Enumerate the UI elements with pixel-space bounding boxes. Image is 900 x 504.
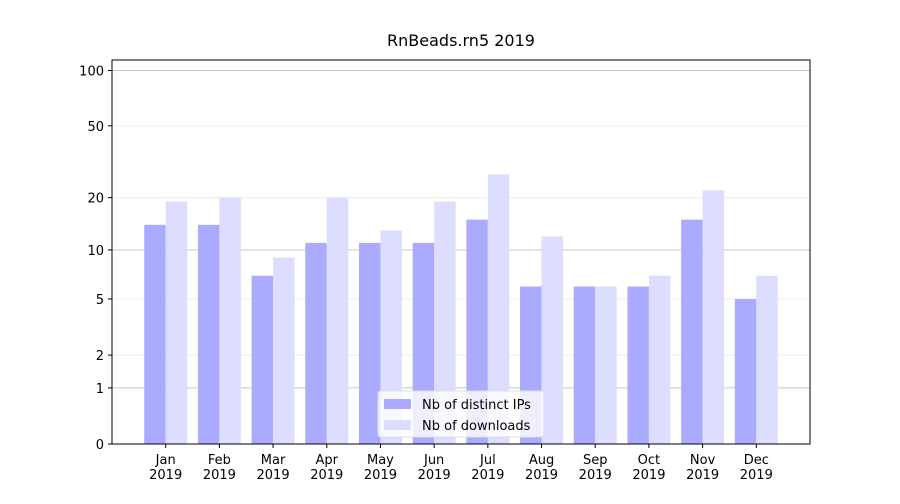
bar — [595, 286, 617, 444]
bar — [165, 201, 188, 444]
bar — [305, 242, 327, 444]
y-tick-label: 2 — [96, 349, 104, 364]
bar — [273, 257, 295, 444]
x-tick-label: Dec 2019 — [739, 453, 773, 483]
bar — [358, 242, 381, 444]
bar — [702, 190, 725, 444]
legend-swatch — [384, 399, 411, 409]
bar — [219, 197, 241, 444]
y-tick-label: 50 — [87, 120, 104, 135]
legend-box — [377, 390, 545, 438]
bar — [144, 224, 166, 444]
bar — [541, 236, 564, 444]
plot-frame — [111, 59, 811, 445]
x-tick-label: Oct 2019 — [632, 453, 666, 483]
y-tick-label: 20 — [87, 192, 104, 207]
bar — [197, 224, 220, 444]
y-tick-label: 0 — [96, 438, 104, 453]
legend-label: Nb of distinct IPs — [422, 398, 531, 413]
bar — [734, 298, 757, 444]
x-tick-label: Sep 2019 — [578, 453, 612, 483]
y-tick-label: 1 — [96, 382, 104, 397]
x-tick-label: Mar 2019 — [256, 453, 290, 483]
x-tick-label: Jan 2019 — [149, 453, 183, 483]
y-tick-label: 5 — [96, 293, 104, 308]
x-tick-label: Nov 2019 — [686, 453, 720, 483]
y-tick-label: 100 — [79, 65, 104, 80]
bar — [434, 201, 456, 444]
bar — [487, 174, 510, 445]
bar — [648, 275, 671, 444]
bar — [681, 219, 703, 444]
bar — [326, 197, 349, 444]
x-tick-label: May 2019 — [363, 453, 397, 483]
x-tick-label: Apr 2019 — [310, 453, 344, 483]
bar — [466, 219, 488, 444]
x-tick-label: Aug 2019 — [524, 453, 559, 483]
chart-title: RnBeads.rn5 2019 — [387, 31, 535, 50]
bar — [756, 275, 778, 444]
x-tick-label: Jul 2019 — [471, 453, 505, 483]
y-tick-label: 10 — [87, 244, 104, 259]
legend-swatch — [384, 420, 411, 430]
x-tick-label: Feb 2019 — [202, 453, 236, 483]
bar — [627, 286, 649, 444]
x-tick-label: Jun 2019 — [417, 453, 451, 483]
legend-label: Nb of downloads — [422, 419, 531, 434]
bar — [251, 275, 274, 444]
bar — [573, 286, 596, 444]
